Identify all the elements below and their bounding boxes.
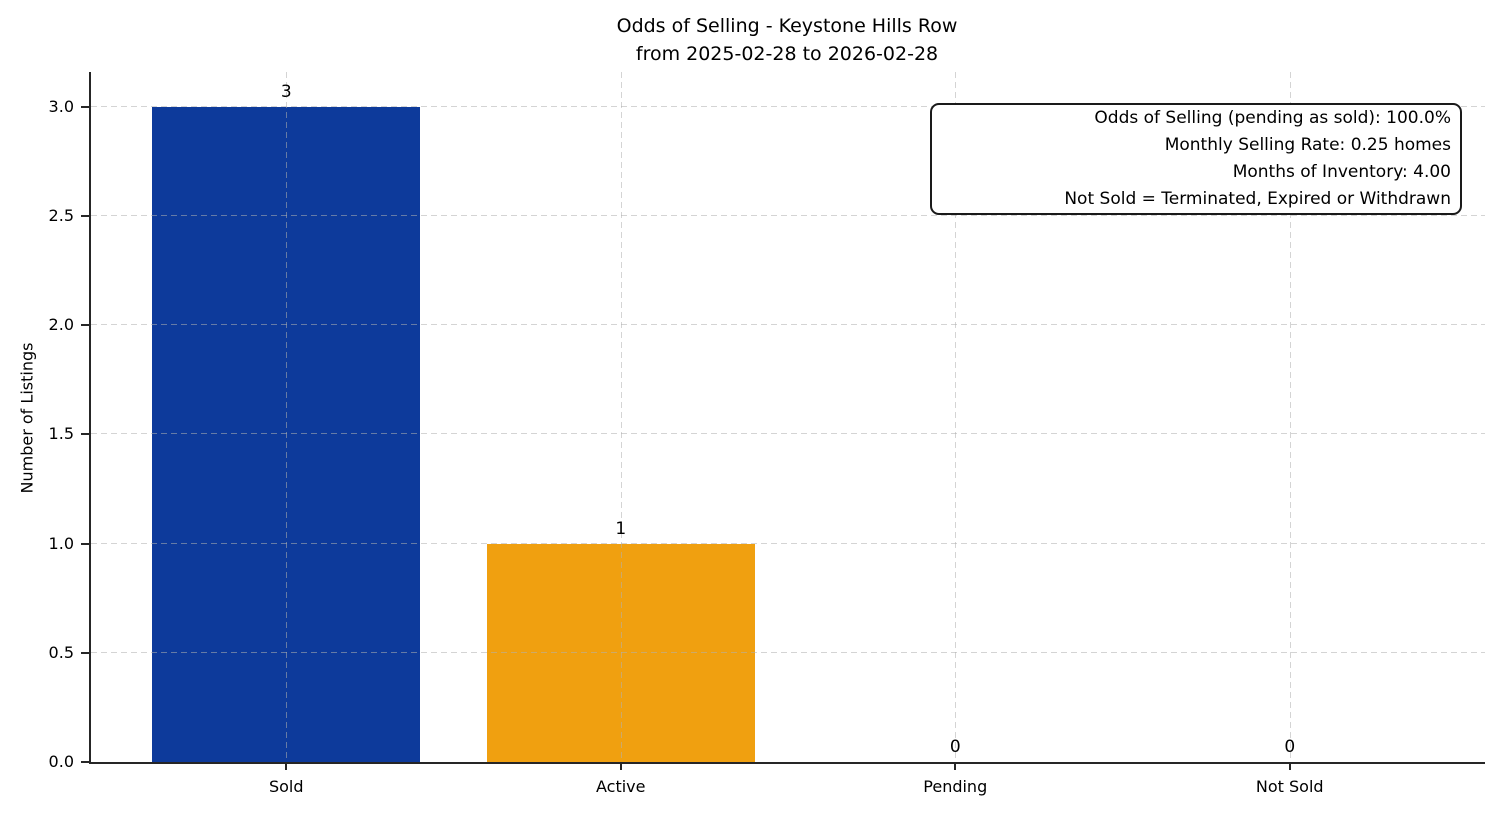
- y-tick-label: 2.5: [48, 206, 74, 226]
- y-tick-mark: [81, 542, 89, 545]
- v-gridline: [1289, 72, 1291, 762]
- y-tick-mark: [81, 324, 89, 327]
- chart-subtitle: from 2025-02-28 to 2026-02-28: [635, 43, 939, 65]
- x-tick-mark: [619, 762, 622, 770]
- x-tick-label-pending: Pending: [923, 777, 988, 796]
- annotation-line: Monthly Selling Rate: 0.25 homes: [1164, 135, 1451, 155]
- chart-title: Odds of Selling - Keystone Hills Row: [616, 15, 958, 37]
- y-tick-mark: [81, 215, 89, 218]
- chart-title-block: Odds of Selling - Keystone Hills Row fro…: [89, 12, 1485, 68]
- y-axis-ticks: 0.0 0.5 1.0 1.5 2.0 2.5 3.0: [0, 72, 89, 771]
- bar-active: [486, 543, 755, 762]
- bar-value-label: 3: [280, 81, 292, 102]
- v-gridline: [955, 72, 957, 762]
- bar-value-label: 1: [615, 518, 627, 539]
- annotation-line: Not Sold = Terminated, Expired or Withdr…: [1064, 189, 1451, 209]
- x-tick-mark: [285, 762, 288, 770]
- y-tick-mark: [81, 433, 89, 436]
- bar-slot-sold: 3 Sold: [119, 72, 454, 796]
- x-tick-mark: [1288, 762, 1291, 770]
- x-tick-mark: [954, 762, 957, 770]
- x-tick-label-not-sold: Not Sold: [1255, 777, 1324, 796]
- bar-value-label: 0: [949, 737, 961, 757]
- annotation-line: Months of Inventory: 4.00: [1232, 162, 1451, 182]
- bar-slot-pending: 0 Pending: [788, 72, 1123, 796]
- y-tick-label: 3.0: [48, 96, 74, 116]
- bar-value-label: 0: [1284, 737, 1296, 757]
- plot-area: 3 Sold 1 Active 0 Pending 0 Not Sold: [89, 72, 1485, 796]
- v-gridline: [620, 72, 622, 762]
- y-tick-label: 0.5: [48, 642, 74, 662]
- v-gridline: [286, 72, 288, 762]
- bar-slot-not-sold: 0 Not Sold: [1123, 72, 1458, 796]
- x-tick-label-active: Active: [596, 777, 646, 796]
- y-tick-mark: [81, 651, 89, 654]
- y-tick-mark: [81, 105, 89, 108]
- y-tick-label: 2.0: [48, 315, 74, 335]
- y-tick-mark: [81, 761, 89, 763]
- x-tick-label-sold: Sold: [268, 777, 304, 796]
- annotation-line: Odds of Selling (pending as sold): 100.0…: [1094, 108, 1451, 128]
- bar-slot-active: 1 Active: [454, 72, 789, 796]
- y-tick-label: 1.5: [48, 424, 74, 444]
- stats-annotation-box: Odds of Selling (pending as sold): 100.0…: [930, 103, 1462, 215]
- y-tick-label: 0.0: [48, 752, 74, 771]
- y-tick-label: 1.0: [48, 533, 74, 553]
